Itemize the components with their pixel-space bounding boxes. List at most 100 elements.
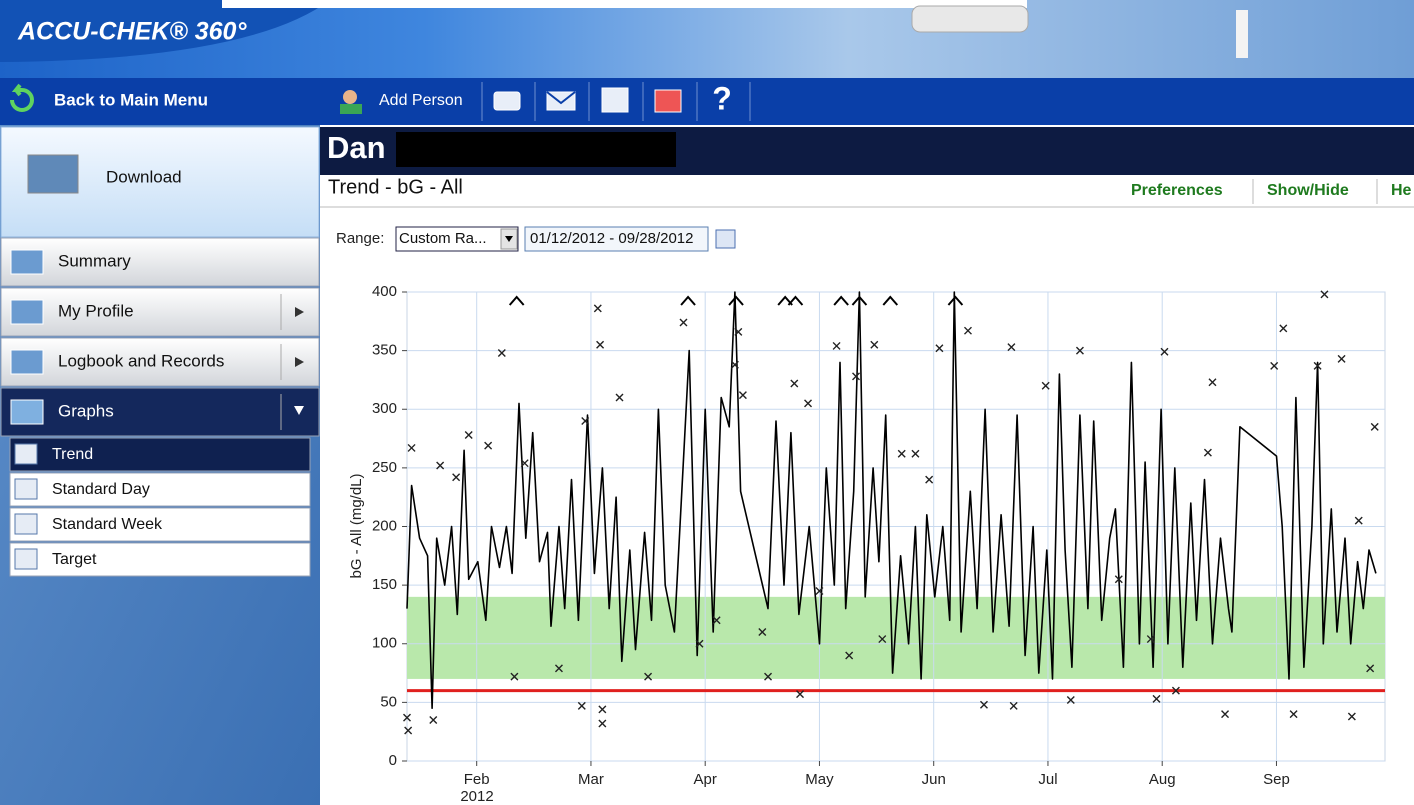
reading-marker xyxy=(1114,575,1123,584)
reading-marker xyxy=(1152,694,1161,703)
submenu-label: Standard Week xyxy=(52,516,163,533)
reading-marker xyxy=(979,700,988,709)
reading-marker xyxy=(878,635,887,644)
submenu-icon xyxy=(14,443,38,465)
above-range-marker xyxy=(882,295,899,306)
reading-marker xyxy=(764,672,773,681)
reading-marker xyxy=(870,340,879,349)
y-axis-label: bG - All (mg/dL) xyxy=(348,473,365,578)
reading-marker xyxy=(404,726,413,735)
reading-marker xyxy=(758,628,767,637)
submenu-label: Standard Day xyxy=(52,481,150,498)
reading-marker xyxy=(1279,324,1288,333)
menu-arrow xyxy=(295,307,304,317)
menu-icon xyxy=(10,349,44,375)
reading-marker xyxy=(1366,664,1375,673)
trend-chart: 0 50 100 150 200 250 300 350 400 Feb Mar Apr May Jun J… xyxy=(372,283,1386,788)
reading-marker xyxy=(429,715,438,724)
submenu-item[interactable] xyxy=(9,437,311,472)
date-range: 01/12/2012 - 09/28/2012 xyxy=(530,230,693,247)
reading-marker xyxy=(497,348,506,357)
back-button[interactable]: Back to Main Menu xyxy=(54,90,208,109)
reading-marker xyxy=(520,459,529,468)
add-person-icon xyxy=(343,90,357,104)
submenu-item[interactable] xyxy=(9,542,311,577)
submenu-item[interactable] xyxy=(9,472,311,507)
reading-marker xyxy=(1370,422,1379,431)
x-tick-label: Aug xyxy=(1149,771,1176,788)
reading-marker xyxy=(790,379,799,388)
window-edge xyxy=(222,0,1027,8)
range-select[interactable] xyxy=(395,226,519,252)
x-tick-label: May xyxy=(805,771,834,788)
menu-icon xyxy=(10,249,44,275)
reading-marker xyxy=(598,719,607,728)
reading-marker xyxy=(845,651,854,660)
range-select-value: Custom Ra... xyxy=(399,230,487,247)
reading-marker xyxy=(897,449,906,458)
reading-marker xyxy=(407,443,416,452)
help-button[interactable]: ? xyxy=(712,80,732,116)
menu-label: My Profile xyxy=(58,301,134,320)
reading-marker xyxy=(679,318,688,327)
menu-item[interactable] xyxy=(0,287,320,337)
help-link[interactable]: He xyxy=(1391,182,1412,199)
reading-marker xyxy=(577,701,586,710)
submenu-icon xyxy=(14,548,38,570)
menu-item[interactable] xyxy=(0,387,320,437)
calendar-button[interactable] xyxy=(715,229,736,249)
menu-label: Summary xyxy=(58,251,131,270)
menu-icon xyxy=(10,299,44,325)
export-button[interactable] xyxy=(654,89,682,113)
above-range-marker xyxy=(508,295,525,306)
toolbar-icons: ? xyxy=(481,80,751,121)
fax-button[interactable] xyxy=(601,87,629,113)
y-tick-label: 50 xyxy=(380,693,397,710)
x-tick-label: Mar xyxy=(578,771,604,788)
menu-arrow xyxy=(294,406,304,415)
reading-marker xyxy=(734,327,743,336)
above-range-marker xyxy=(833,295,849,306)
reading-marker xyxy=(911,449,920,458)
above-range-marker xyxy=(728,295,744,306)
reading-marker xyxy=(804,399,813,408)
reading-marker xyxy=(712,616,721,625)
reading-marker xyxy=(1270,361,1279,370)
y-tick-label: 400 xyxy=(372,283,397,300)
date-range-field[interactable] xyxy=(524,226,709,252)
preferences-link[interactable]: Preferences xyxy=(1131,182,1223,199)
sidebar-submenu: Trend Standard Day Standard Week Target xyxy=(9,437,311,577)
y-tick-label: 350 xyxy=(372,342,397,359)
x-year-label: 2012 xyxy=(460,788,493,805)
reading-marker xyxy=(554,664,563,673)
reading-marker xyxy=(935,344,944,353)
dropdown-arrow xyxy=(505,236,513,242)
person-name: Dan xyxy=(327,130,386,165)
add-person-button[interactable]: Add Person xyxy=(379,92,463,109)
app-title: ACCU-CHEK® 360° xyxy=(17,18,247,46)
print-button[interactable] xyxy=(493,91,521,111)
reading-marker xyxy=(963,326,972,335)
add-person-icon xyxy=(340,104,362,114)
reading-marker xyxy=(1320,290,1329,299)
reading-marker xyxy=(403,713,411,722)
toolbar xyxy=(0,78,1414,125)
menu-item[interactable] xyxy=(0,237,320,287)
reading-marker xyxy=(730,360,739,369)
trend-line xyxy=(406,291,1377,709)
submenu-item[interactable] xyxy=(9,507,311,542)
reading-marker xyxy=(832,341,841,350)
submenu-label: Target xyxy=(52,551,97,568)
show-hide-link[interactable]: Show/Hide xyxy=(1267,182,1349,199)
above-range-marker xyxy=(680,295,696,306)
reading-marker xyxy=(1171,686,1180,695)
reading-marker xyxy=(1347,712,1356,721)
reading-marker xyxy=(796,690,805,699)
range-label: Range: xyxy=(336,230,384,247)
x-tick-label: Feb xyxy=(464,771,490,788)
window-controls[interactable] xyxy=(911,5,1029,33)
menu-item[interactable] xyxy=(0,337,320,387)
reading-marker xyxy=(615,393,624,402)
back-icon xyxy=(10,83,34,112)
reading-marker xyxy=(484,441,493,450)
